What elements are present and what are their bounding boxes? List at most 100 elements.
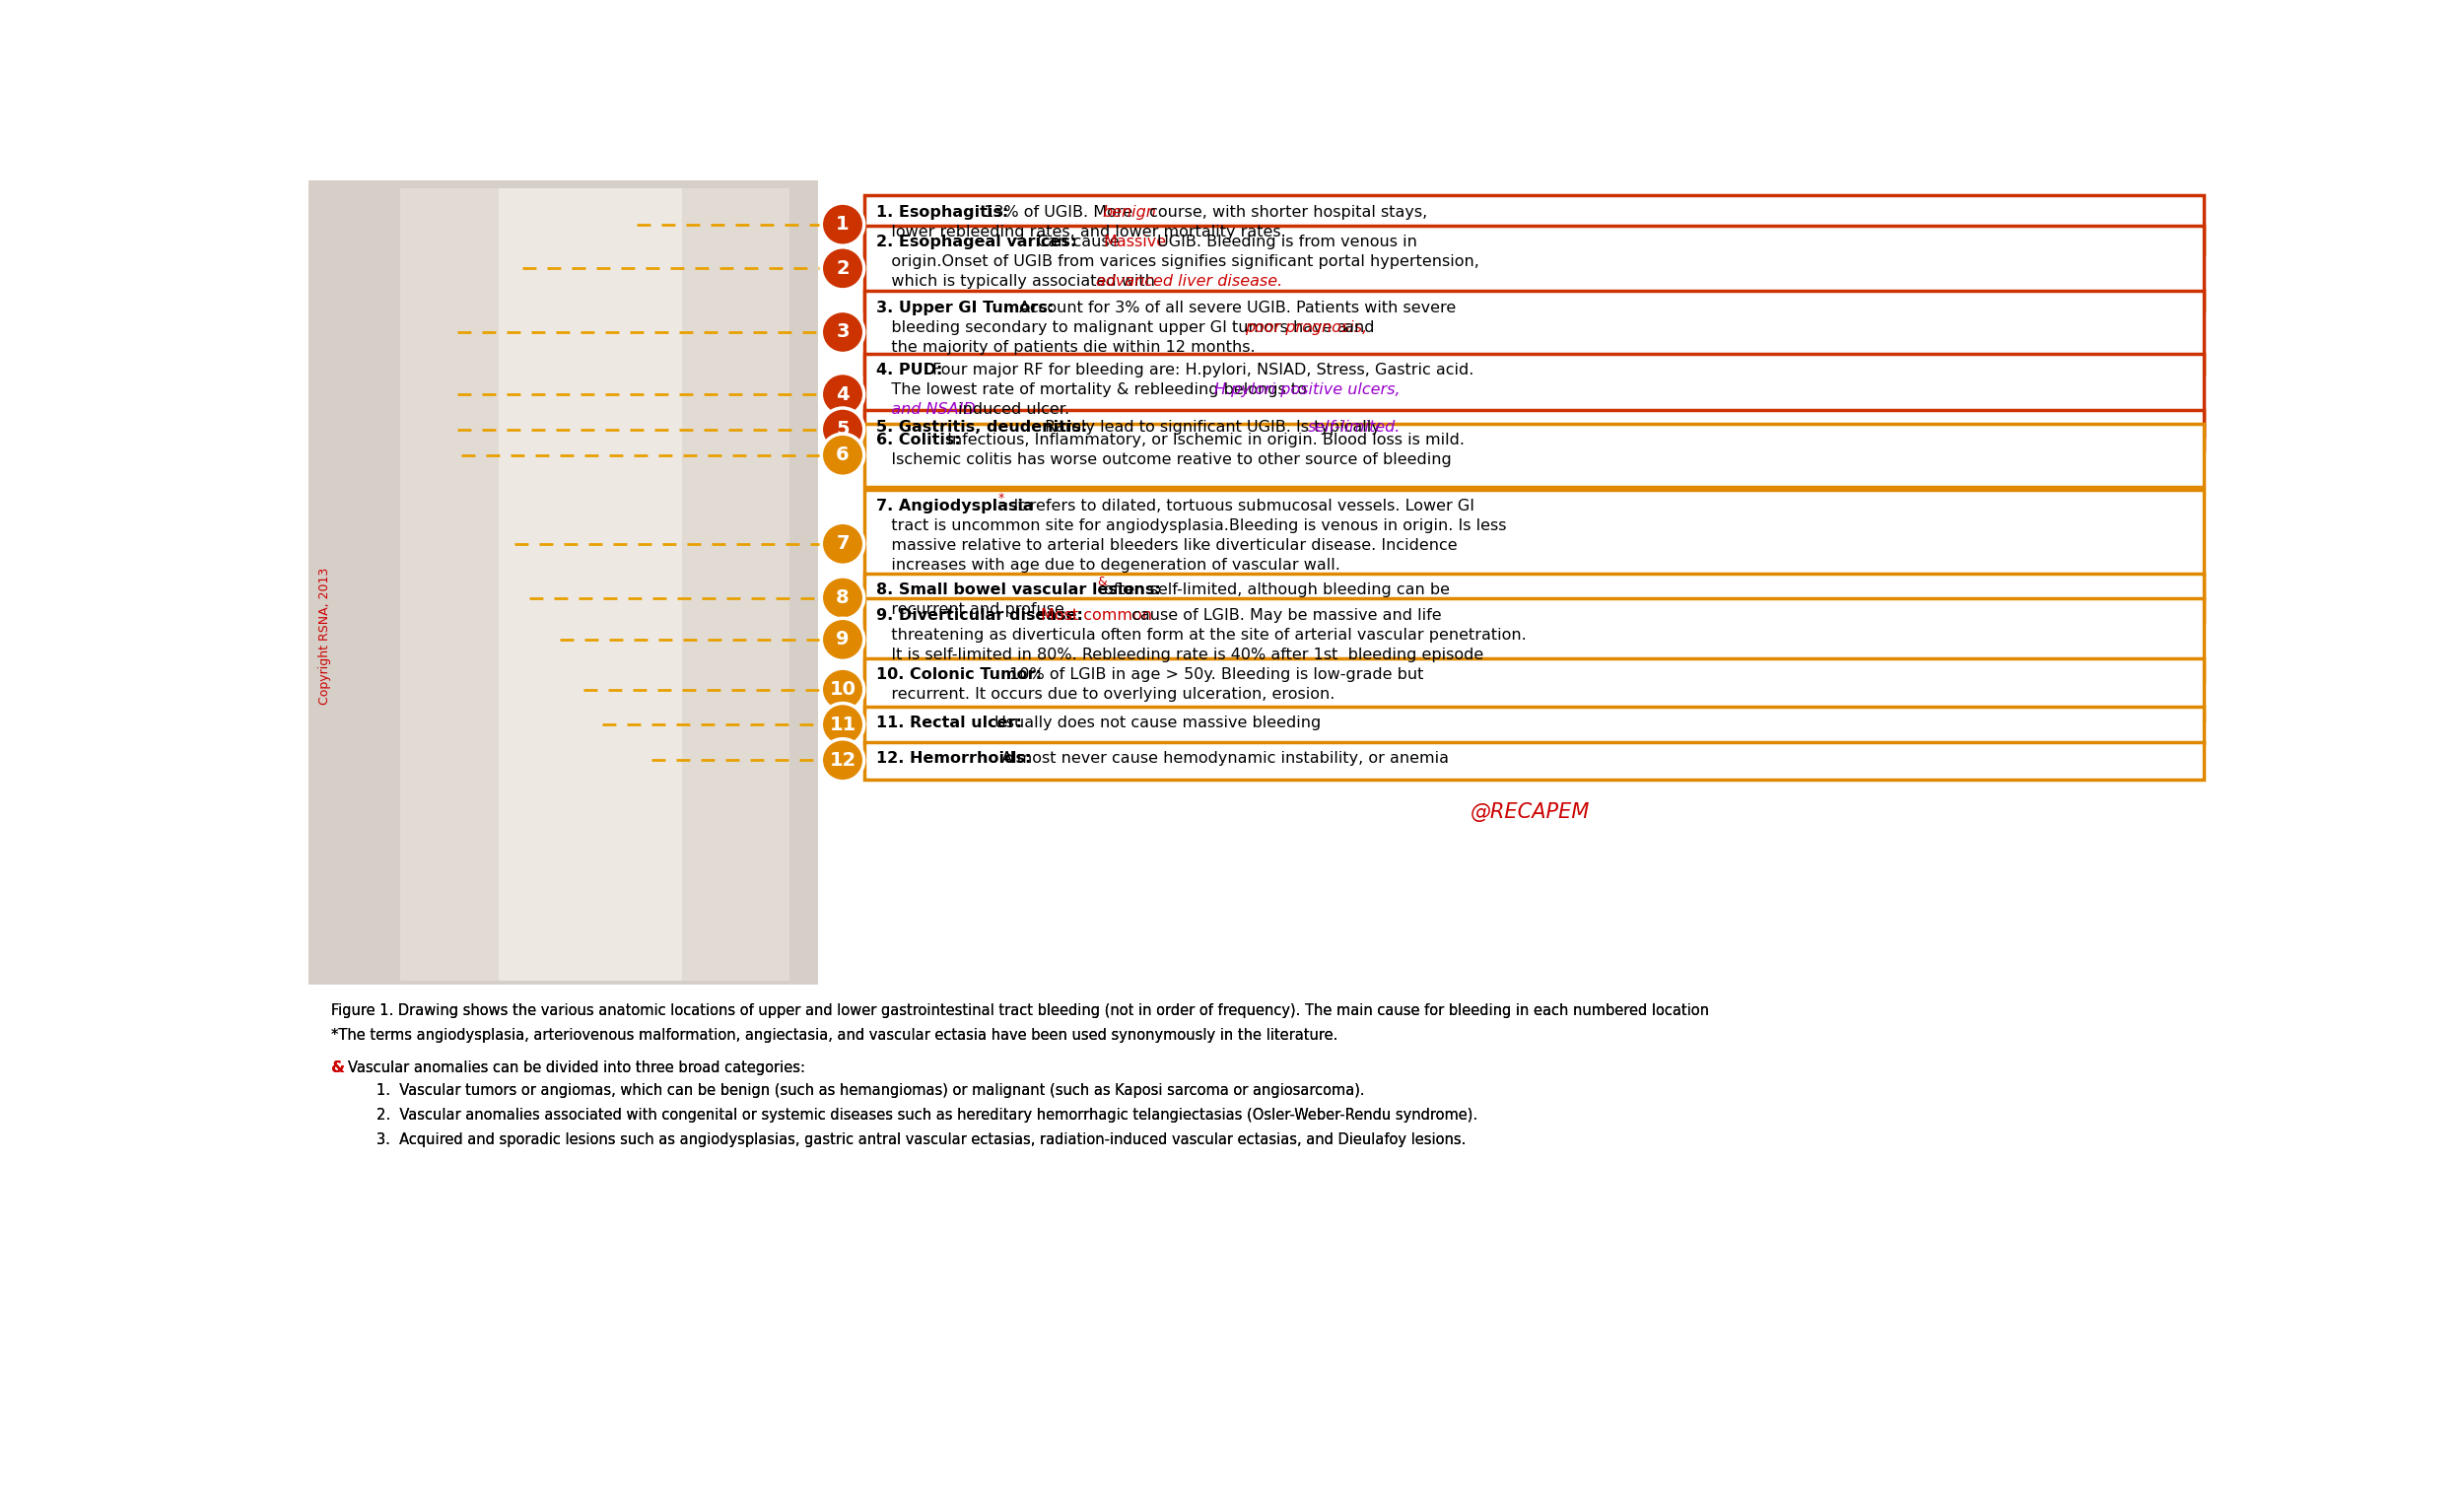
Text: and: and	[1340, 320, 1375, 335]
Text: Figure 1. Drawing shows the various anatomic locations of upper and lower gastro: Figure 1. Drawing shows the various anat…	[330, 1004, 1710, 1019]
Text: advanced liver disease.: advanced liver disease.	[1096, 275, 1284, 289]
Text: Ischemic colitis has worse outcome reative to other source of bleeding: Ischemic colitis has worse outcome reati…	[877, 452, 1451, 467]
FancyBboxPatch shape	[865, 490, 2203, 598]
Text: 3.  Acquired and sporadic lesions such as angiodysplasias, gastric antral vascul: 3. Acquired and sporadic lesions such as…	[377, 1132, 1466, 1147]
Text: self-limited.: self-limited.	[1308, 419, 1402, 434]
Text: recurrent. It occurs due to overlying ulceration, erosion.: recurrent. It occurs due to overlying ul…	[877, 687, 1335, 702]
Text: 2.  Vascular anomalies associated with congenital or systemic diseases such as h: 2. Vascular anomalies associated with co…	[377, 1108, 1478, 1123]
Text: benign: benign	[1101, 204, 1156, 219]
FancyBboxPatch shape	[865, 225, 2203, 311]
Circle shape	[821, 669, 865, 711]
Text: &: &	[330, 1061, 345, 1076]
Text: 5: 5	[835, 419, 850, 439]
Text: Vascular anomalies can be divided into three broad categories:: Vascular anomalies can be divided into t…	[347, 1061, 806, 1076]
FancyBboxPatch shape	[865, 598, 2203, 681]
Text: origin.Onset of UGIB from varices signifies significant portal hypertension,: origin.Onset of UGIB from varices signif…	[877, 254, 1478, 269]
Text: *: *	[998, 491, 1005, 505]
FancyBboxPatch shape	[865, 195, 2203, 254]
Polygon shape	[498, 188, 683, 981]
Text: the majority of patients die within 12 months.: the majority of patients die within 12 m…	[877, 340, 1254, 355]
Text: *The terms angiodysplasia, arteriovenous malformation, angiectasia, and vascular: *The terms angiodysplasia, arteriovenous…	[330, 1028, 1338, 1043]
Text: 8. Small bowel vascular lesions:: 8. Small bowel vascular lesions:	[877, 583, 1161, 597]
Circle shape	[821, 311, 865, 353]
Text: 9. Diverticular disease:: 9. Diverticular disease:	[877, 607, 1084, 622]
FancyBboxPatch shape	[865, 658, 2203, 721]
Text: 2. Esophageal varices:: 2. Esophageal varices:	[877, 234, 1077, 249]
Text: 7. Angiodysplasia: 7. Angiodysplasia	[877, 499, 1032, 514]
Text: 2: 2	[835, 259, 850, 278]
Circle shape	[821, 434, 865, 476]
FancyBboxPatch shape	[308, 180, 818, 984]
FancyBboxPatch shape	[865, 706, 2203, 744]
Text: threatening as diverticula often form at the site of arterial vascular penetrati: threatening as diverticula often form at…	[877, 627, 1528, 642]
FancyBboxPatch shape	[308, 999, 2218, 1338]
Text: @RECAPEM: @RECAPEM	[1471, 803, 1589, 822]
Circle shape	[821, 246, 865, 290]
Text: Copyright RSNA, 2013: Copyright RSNA, 2013	[318, 567, 330, 705]
Circle shape	[821, 577, 865, 619]
FancyBboxPatch shape	[865, 742, 2203, 779]
Text: 10. Colonic Tumor:: 10. Colonic Tumor:	[877, 667, 1042, 682]
Text: 4. PUD:: 4. PUD:	[877, 362, 944, 377]
Text: H.pylori positive ulcers,: H.pylori positive ulcers,	[1215, 382, 1400, 397]
Text: Massive: Massive	[1104, 234, 1165, 249]
Text: 11. Rectal ulcer:: 11. Rectal ulcer:	[877, 715, 1023, 730]
Text: and NSAID: and NSAID	[877, 401, 976, 416]
Text: 2.  Vascular anomalies associated with congenital or systemic diseases such as h: 2. Vascular anomalies associated with co…	[377, 1108, 1478, 1123]
Text: often self-limited, although bleeding can be: often self-limited, although bleeding ca…	[1104, 583, 1451, 597]
Text: 1: 1	[835, 215, 850, 234]
Circle shape	[821, 739, 865, 782]
Text: massive relative to arterial bleeders like diverticular disease. Incidence: massive relative to arterial bleeders li…	[877, 538, 1456, 553]
Text: induced ulcer.: induced ulcer.	[954, 401, 1069, 416]
Text: 1.  Vascular tumors or angiomas, which can be benign (such as hemangiomas) or ma: 1. Vascular tumors or angiomas, which ca…	[377, 1084, 1365, 1099]
Circle shape	[821, 203, 865, 245]
Text: Almost never cause hemodynamic instability, or anemia: Almost never cause hemodynamic instabili…	[995, 752, 1449, 767]
FancyBboxPatch shape	[865, 410, 2203, 449]
Text: *The terms angiodysplasia, arteriovenous malformation, angiectasia, and vascular: *The terms angiodysplasia, arteriovenous…	[330, 1028, 1338, 1043]
FancyBboxPatch shape	[865, 292, 2203, 373]
Text: 1.  Vascular tumors or angiomas, which can be benign (such as hemangiomas) or ma: 1. Vascular tumors or angiomas, which ca…	[377, 1084, 1365, 1099]
Text: bleeding secondary to malignant upper GI tumors have a: bleeding secondary to malignant upper GI…	[877, 320, 1353, 335]
Text: &: &	[330, 1061, 345, 1076]
Text: 3: 3	[835, 323, 850, 341]
Text: recurrent and profuse: recurrent and profuse	[877, 603, 1064, 618]
Text: course, with shorter hospital stays,: course, with shorter hospital stays,	[1143, 204, 1427, 219]
Text: : It refers to dilated, tortuous submucosal vessels. Lower GI: : It refers to dilated, tortuous submuco…	[1003, 499, 1473, 514]
Text: 12. Hemorrhoids:: 12. Hemorrhoids:	[877, 752, 1032, 767]
Text: cause of LGIB. May be massive and life: cause of LGIB. May be massive and life	[1126, 607, 1441, 622]
Text: 5. Gastritis, deudenitis:: 5. Gastritis, deudenitis:	[877, 419, 1087, 434]
Polygon shape	[399, 188, 788, 981]
Text: 3.  Acquired and sporadic lesions such as angiodysplasias, gastric antral vascul: 3. Acquired and sporadic lesions such as…	[377, 1132, 1466, 1147]
Text: 6: 6	[835, 446, 850, 464]
Text: Account for 3% of all severe UGIB. Patients with severe: Account for 3% of all severe UGIB. Patie…	[1015, 301, 1456, 316]
Text: lower rebleeding rates, and lower mortality rates.: lower rebleeding rates, and lower mortal…	[877, 224, 1286, 239]
Circle shape	[821, 618, 865, 661]
Circle shape	[821, 523, 865, 565]
Text: Can cause: Can cause	[1032, 234, 1124, 249]
Text: 13% of UGIB. More: 13% of UGIB. More	[978, 204, 1138, 219]
FancyBboxPatch shape	[865, 424, 2203, 487]
Text: 4: 4	[835, 385, 850, 404]
Text: 8: 8	[835, 588, 850, 607]
Circle shape	[821, 703, 865, 745]
Text: 7: 7	[835, 535, 850, 553]
Text: 12: 12	[830, 752, 855, 770]
Text: 10: 10	[830, 681, 855, 699]
Text: Rarely lead to significant UGIB. Is typically: Rarely lead to significant UGIB. Is typi…	[1040, 419, 1385, 434]
Text: 3. Upper GI Tumors:: 3. Upper GI Tumors:	[877, 301, 1055, 316]
FancyBboxPatch shape	[865, 574, 2203, 622]
Text: It is self-limited in 80%. Rebleeding rate is 40% after 1st  bleeding episode: It is self-limited in 80%. Rebleeding ra…	[877, 648, 1483, 661]
Text: 6. Colitis:: 6. Colitis:	[877, 433, 961, 448]
FancyBboxPatch shape	[865, 353, 2203, 436]
Text: 11: 11	[830, 715, 855, 733]
Text: which is typically associated with: which is typically associated with	[877, 275, 1161, 289]
Text: 9: 9	[835, 630, 850, 649]
Text: tract is uncommon site for angiodysplasia.Bleeding is venous in origin. Is less: tract is uncommon site for angiodysplasi…	[877, 519, 1506, 534]
Text: Most common: Most common	[1040, 607, 1151, 622]
Text: poor prognosis,: poor prognosis,	[1244, 320, 1368, 335]
Text: Four major RF for bleeding are: H.pylori, NSIAD, Stress, Gastric acid.: Four major RF for bleeding are: H.pylori…	[929, 362, 1473, 377]
Text: increases with age due to degeneration of vascular wall.: increases with age due to degeneration o…	[877, 558, 1340, 573]
Text: Vascular anomalies can be divided into three broad categories:: Vascular anomalies can be divided into t…	[347, 1061, 806, 1076]
Text: 1. Esophagitis:: 1. Esophagitis:	[877, 204, 1008, 219]
Circle shape	[821, 373, 865, 416]
